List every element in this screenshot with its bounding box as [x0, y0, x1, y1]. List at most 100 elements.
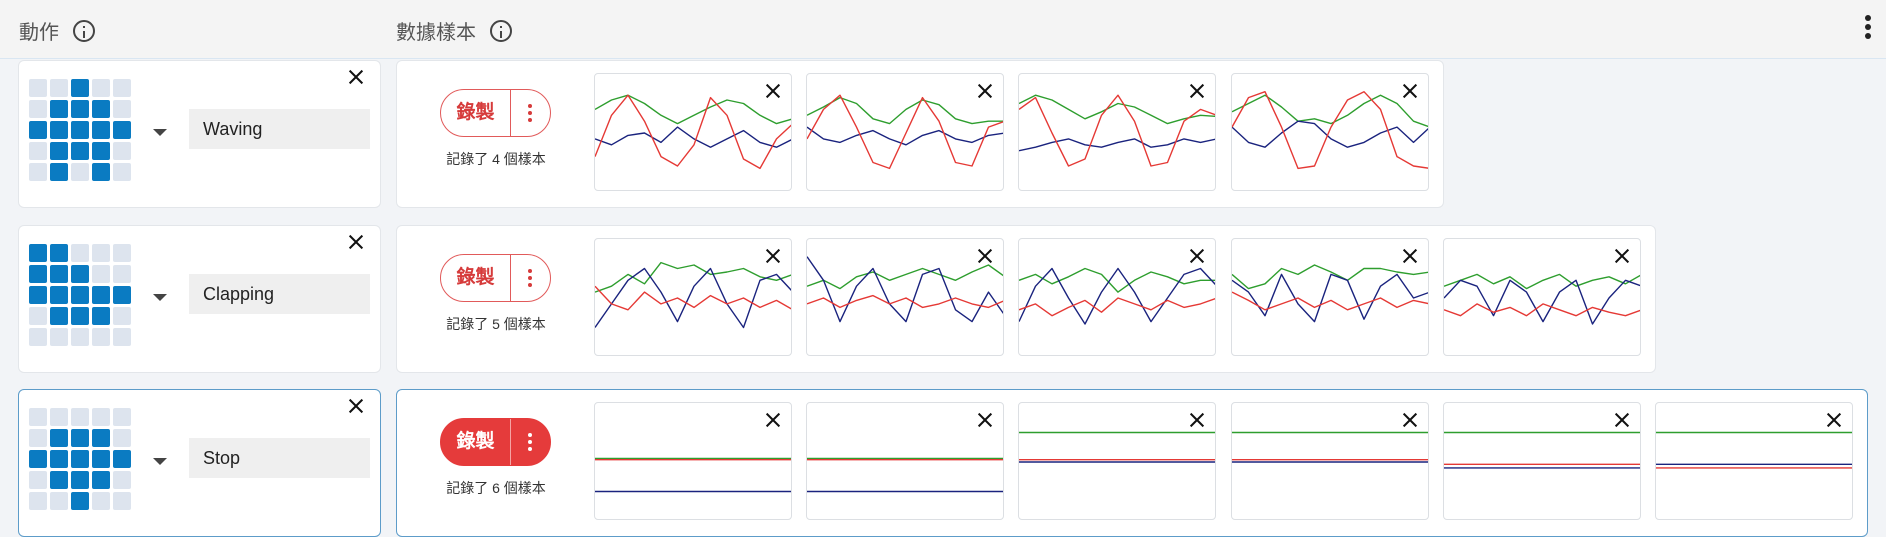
led-cell — [71, 471, 89, 489]
delete-sample-icon[interactable] — [977, 83, 993, 99]
record-options-icon[interactable] — [511, 255, 550, 301]
action-name-input[interactable] — [189, 274, 370, 314]
record-button[interactable]: 錄製 — [440, 418, 551, 466]
led-cell — [71, 163, 89, 181]
led-icon-grid[interactable] — [29, 79, 131, 181]
sample-count-text: 記錄了 5 個樣本 — [446, 316, 546, 332]
sample-thumbnail[interactable] — [1443, 402, 1641, 520]
sample-chart — [1656, 431, 1852, 469]
sample-thumbnail[interactable] — [806, 73, 1004, 191]
delete-sample-icon[interactable] — [977, 248, 993, 264]
green-axis-line — [1232, 94, 1428, 128]
delete-sample-icon[interactable] — [1402, 83, 1418, 99]
led-cell — [50, 450, 68, 468]
led-cell — [92, 100, 110, 118]
sample-thumbnail[interactable] — [1443, 238, 1641, 356]
sample-chart — [1019, 431, 1215, 463]
action-name-input[interactable] — [189, 109, 370, 149]
red-axis-line — [1232, 291, 1428, 311]
action-card[interactable] — [18, 389, 381, 537]
sample-thumbnail[interactable] — [1231, 73, 1429, 191]
record-label: 錄製 — [441, 255, 511, 301]
delete-action-icon[interactable] — [348, 69, 364, 85]
led-cell — [29, 79, 47, 97]
sample-thumbnail[interactable] — [1231, 402, 1429, 520]
led-cell — [29, 328, 47, 346]
led-cell — [113, 100, 131, 118]
record-options-icon[interactable] — [511, 419, 550, 465]
delete-sample-icon[interactable] — [1614, 248, 1630, 264]
led-cell — [50, 429, 68, 447]
sample-thumbnail[interactable] — [594, 238, 792, 356]
delete-sample-icon[interactable] — [1189, 412, 1205, 428]
sample-thumbnail[interactable] — [1018, 73, 1216, 191]
more-options-icon[interactable] — [1864, 15, 1872, 41]
sample-thumbnail[interactable] — [1018, 238, 1216, 356]
sample-thumbnail[interactable] — [594, 402, 792, 520]
led-cell — [50, 408, 68, 426]
led-cell — [92, 286, 110, 304]
delete-action-icon[interactable] — [348, 398, 364, 414]
delete-sample-icon[interactable] — [1614, 412, 1630, 428]
sample-thumbnail[interactable] — [594, 73, 792, 191]
record-button[interactable]: 錄製 — [440, 254, 551, 302]
led-cell — [29, 100, 47, 118]
sample-thumbnail[interactable] — [1018, 402, 1216, 520]
led-cell — [113, 121, 131, 139]
delete-sample-icon[interactable] — [1402, 412, 1418, 428]
blue-axis-line — [807, 126, 1003, 146]
delete-sample-icon[interactable] — [977, 412, 993, 428]
sample-chart — [595, 94, 791, 170]
red-axis-line — [595, 285, 791, 311]
led-cell — [113, 244, 131, 262]
samples-label: 數據樣本 — [396, 22, 476, 44]
action-name-input[interactable] — [189, 438, 370, 478]
led-icon-grid[interactable] — [29, 408, 131, 510]
led-cell — [50, 121, 68, 139]
delete-sample-icon[interactable] — [765, 248, 781, 264]
sample-chart — [1444, 431, 1640, 469]
sample-chart — [595, 457, 791, 493]
led-cell — [29, 408, 47, 426]
led-icon-grid[interactable] — [29, 244, 131, 346]
led-cell — [29, 163, 47, 181]
sample-thumbnail[interactable] — [1655, 402, 1853, 520]
led-cell — [113, 471, 131, 489]
led-cell — [50, 471, 68, 489]
action-card[interactable] — [18, 60, 381, 208]
delete-sample-icon[interactable] — [1402, 248, 1418, 264]
info-icon[interactable] — [73, 19, 95, 42]
led-cell — [50, 100, 68, 118]
green-axis-line — [807, 264, 1003, 290]
sample-thumbnail[interactable] — [806, 402, 1004, 520]
record-options-icon[interactable] — [511, 90, 550, 136]
led-cell — [50, 328, 68, 346]
delete-action-icon[interactable] — [348, 234, 364, 250]
led-cell — [50, 142, 68, 160]
chevron-down-icon[interactable] — [153, 294, 167, 301]
led-cell — [71, 244, 89, 262]
led-cell — [92, 429, 110, 447]
chevron-down-icon[interactable] — [153, 458, 167, 465]
sample-thumbnail[interactable] — [806, 238, 1004, 356]
red-axis-line — [1019, 94, 1215, 167]
delete-sample-icon[interactable] — [1189, 83, 1205, 99]
sample-chart — [1444, 273, 1640, 325]
delete-sample-icon[interactable] — [1189, 248, 1205, 264]
sample-thumbnail[interactable] — [1231, 238, 1429, 356]
blue-axis-line — [595, 267, 791, 329]
led-cell — [71, 79, 89, 97]
led-cell — [50, 492, 68, 510]
record-button[interactable]: 錄製 — [440, 89, 551, 137]
red-axis-line — [807, 94, 1003, 170]
delete-sample-icon[interactable] — [765, 83, 781, 99]
red-axis-line — [1019, 297, 1215, 317]
led-cell — [29, 121, 47, 139]
delete-sample-icon[interactable] — [1826, 412, 1842, 428]
action-card[interactable] — [18, 225, 381, 373]
chevron-down-icon[interactable] — [153, 129, 167, 136]
delete-sample-icon[interactable] — [765, 412, 781, 428]
led-cell — [71, 100, 89, 118]
led-cell — [92, 265, 110, 283]
info-icon[interactable] — [490, 19, 512, 42]
